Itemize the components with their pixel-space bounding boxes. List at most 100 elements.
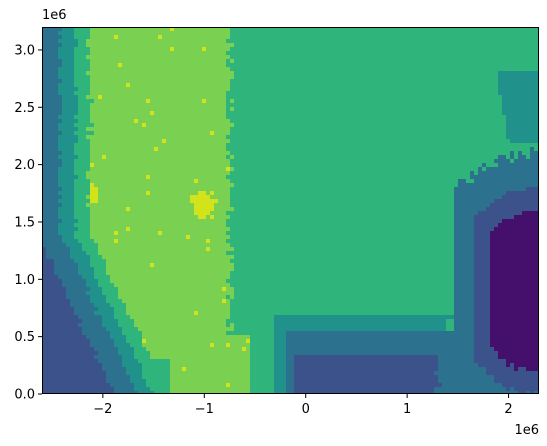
heatmap-cell	[266, 51, 270, 55]
heatmap-cell	[398, 55, 402, 59]
heatmap-cell	[262, 143, 266, 147]
heatmap-cell	[502, 43, 506, 47]
heatmap-cell	[318, 67, 322, 71]
heatmap-cell	[126, 175, 130, 179]
heatmap-cell	[206, 119, 210, 123]
heatmap-cell	[110, 167, 114, 171]
heatmap-cell	[250, 103, 254, 107]
heatmap-cell	[210, 31, 214, 35]
heatmap-cell	[62, 107, 66, 111]
heatmap-cell	[398, 71, 402, 75]
heatmap-cell	[254, 63, 258, 67]
heatmap-cell	[86, 175, 90, 179]
heatmap-cell	[458, 111, 462, 115]
heatmap-cell	[494, 123, 498, 127]
heatmap-cell	[150, 95, 154, 99]
heatmap-cell	[354, 135, 358, 139]
heatmap-cell	[342, 159, 346, 163]
heatmap-cell	[486, 67, 490, 71]
heatmap-cell	[74, 139, 78, 143]
heatmap-cell	[198, 159, 202, 163]
heatmap-cell	[430, 63, 434, 67]
heatmap-cell	[442, 151, 446, 155]
heatmap-cell	[226, 99, 230, 103]
heatmap-cell	[378, 163, 382, 167]
heatmap-cell	[370, 155, 374, 159]
heatmap-cell	[406, 99, 410, 103]
heatmap-cell	[74, 95, 78, 99]
heatmap-cell	[46, 63, 50, 67]
heatmap-cell	[454, 155, 458, 159]
heatmap-cell	[322, 111, 326, 115]
heatmap-cell	[390, 35, 394, 39]
heatmap-cell	[78, 167, 82, 171]
heatmap-cell	[366, 35, 370, 39]
heatmap-cell	[430, 151, 434, 155]
heatmap-cell	[418, 31, 422, 35]
heatmap-cell	[446, 83, 450, 87]
heatmap-cell	[426, 95, 430, 99]
heatmap-cell	[174, 87, 178, 91]
heatmap-cell	[434, 71, 438, 75]
heatmap-cell	[306, 151, 310, 155]
heatmap-cell	[178, 167, 182, 171]
heatmap-cell	[134, 35, 138, 39]
heatmap-cell	[66, 63, 70, 67]
heatmap-cell	[306, 31, 310, 35]
heatmap-cell	[66, 43, 70, 47]
heatmap-cell	[146, 135, 150, 139]
heatmap-cell	[366, 131, 370, 135]
heatmap-cell	[410, 175, 414, 179]
heatmap-cell	[390, 59, 394, 63]
heatmap-cell	[334, 63, 338, 67]
heatmap-cell	[126, 111, 130, 115]
heatmap-cell	[198, 131, 202, 135]
heatmap-cell	[386, 75, 390, 79]
heatmap-cell	[86, 179, 90, 183]
heatmap-cell	[190, 79, 194, 83]
heatmap-cell	[106, 107, 110, 111]
heatmap-cell	[522, 179, 526, 183]
heatmap-cell	[394, 99, 398, 103]
heatmap-cell	[330, 143, 334, 147]
heatmap-cell	[90, 139, 94, 143]
heatmap-cell	[178, 163, 182, 167]
heatmap-cell	[534, 91, 538, 95]
heatmap-cell	[406, 31, 410, 35]
heatmap-cell	[502, 127, 506, 131]
heatmap-cell	[446, 47, 450, 51]
heatmap-cell	[78, 159, 82, 163]
heatmap-cell	[322, 143, 326, 147]
heatmap-cell	[322, 151, 326, 155]
heatmap-cell	[138, 123, 142, 127]
heatmap-cell	[270, 111, 274, 115]
heatmap-cell	[266, 119, 270, 123]
heatmap-cell	[422, 147, 426, 151]
heatmap-cell	[406, 27, 410, 31]
heatmap-cell	[418, 39, 422, 43]
heatmap-cell	[134, 123, 138, 127]
heatmap-cell	[334, 151, 338, 155]
heatmap-cell	[42, 135, 46, 139]
heatmap-cell	[398, 147, 402, 151]
heatmap-cell	[534, 151, 538, 155]
heatmap-cell	[242, 151, 246, 155]
heatmap-cell	[506, 131, 510, 135]
heatmap-cell	[314, 171, 318, 175]
heatmap-cell	[358, 47, 362, 51]
heatmap-cell	[114, 171, 118, 175]
heatmap-cell	[218, 95, 222, 99]
heatmap-cell	[262, 31, 266, 35]
heatmap-cell	[54, 95, 58, 99]
heatmap-cell	[74, 151, 78, 155]
heatmap-cell	[518, 179, 522, 183]
heatmap-cell	[246, 91, 250, 95]
heatmap-cell	[218, 79, 222, 83]
heatmap-cell	[298, 123, 302, 127]
heatmap-cell	[198, 43, 202, 47]
heatmap-cell	[206, 139, 210, 143]
heatmap-cell	[334, 111, 338, 115]
heatmap-cell	[226, 131, 230, 135]
heatmap-cell	[42, 103, 46, 107]
heatmap-cell	[406, 115, 410, 119]
